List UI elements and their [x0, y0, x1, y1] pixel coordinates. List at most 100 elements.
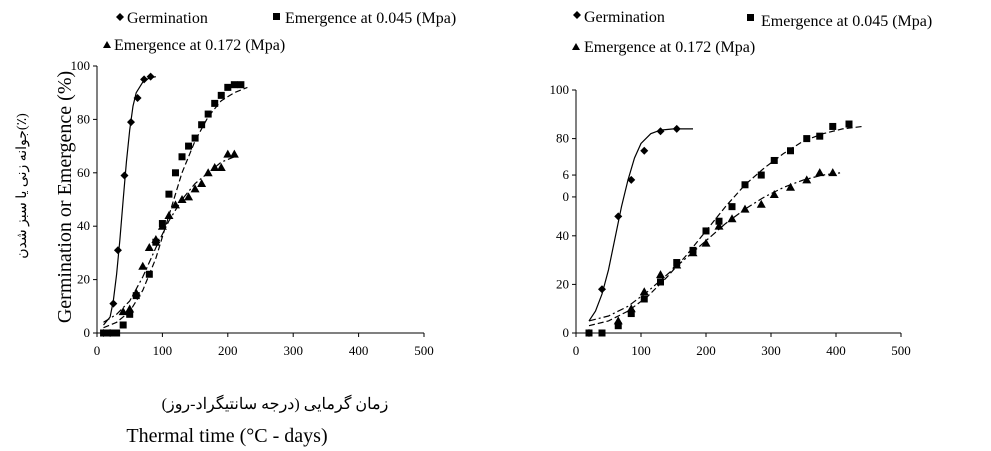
data-point-emergence-at-0-172-mpa — [177, 195, 187, 203]
y-tick-label: 40 — [77, 218, 90, 233]
x-tick-label: 400 — [349, 343, 369, 358]
y-tick-label: 0 — [563, 189, 570, 204]
data-point-germination — [598, 285, 606, 294]
data-point-emergence-at-0-172-mpa — [203, 168, 213, 177]
data-point-emergence-at-0-045-mpa — [598, 329, 606, 337]
legend-label-germination: Germination — [127, 10, 208, 27]
legend-marker-emergence-0045 — [273, 13, 280, 20]
data-point-emergence-at-0-045-mpa — [585, 329, 593, 337]
data-point-emergence-at-0-045-mpa — [728, 203, 736, 211]
x-axis-title: Thermal time (°C - days) — [126, 425, 327, 447]
data-point-emergence-at-0-172-mpa — [828, 168, 838, 177]
y-tick-label: 6 — [563, 167, 570, 182]
legend-marker-emergence-0045 — [747, 14, 754, 21]
x-tick-label: 500 — [891, 343, 911, 358]
data-point-emergence-at-0-172-mpa — [229, 149, 239, 158]
data-point-emergence-at-0-045-mpa — [224, 83, 232, 91]
data-point-emergence-at-0-172-mpa — [216, 162, 226, 171]
data-point-germination — [672, 124, 681, 133]
data-point-emergence-at-0-172-mpa — [688, 248, 698, 257]
legend-label-emergence-0045: Emergence at 0.045 (Mpa) — [761, 13, 932, 30]
x-tick-label: 200 — [696, 343, 716, 358]
legend-marker-germination — [573, 11, 581, 19]
data-point-emergence-at-0-172-mpa — [626, 304, 636, 313]
data-point-emergence-at-0-172-mpa — [740, 204, 750, 213]
fit-line-germination — [588, 128, 693, 322]
data-point-emergence-at-0-045-mpa — [657, 278, 664, 286]
data-point-emergence-at-0-172-mpa — [223, 149, 233, 158]
data-point-germination — [656, 127, 665, 136]
fit-line-emergence-at-0-172-mpa — [588, 172, 843, 322]
fit-line-germination — [103, 76, 157, 326]
x-tick-label: 100 — [631, 343, 651, 358]
data-point-germination — [614, 212, 623, 221]
data-point-emergence-at-0-172-mpa — [802, 175, 812, 184]
y-tick-label: 20 — [556, 276, 569, 291]
data-point-germination — [640, 146, 649, 155]
data-point-emergence-at-0-172-mpa — [138, 261, 148, 270]
data-point-emergence-at-0-045-mpa — [845, 120, 853, 128]
legend-marker-emergence-0172 — [103, 41, 111, 48]
x-tick-label: 100 — [153, 343, 173, 358]
y-tick-label: 20 — [77, 272, 90, 287]
data-point-emergence-at-0-172-mpa — [656, 270, 665, 279]
data-point-emergence-at-0-045-mpa — [191, 134, 199, 142]
data-point-emergence-at-0-172-mpa — [613, 316, 623, 325]
data-point-emergence-at-0-045-mpa — [715, 217, 723, 225]
x-tick-label: 0 — [94, 343, 101, 358]
data-point-emergence-at-0-045-mpa — [829, 122, 837, 130]
data-point-emergence-at-0-172-mpa — [210, 162, 220, 171]
data-point-emergence-at-0-045-mpa — [237, 81, 245, 89]
data-point-emergence-at-0-045-mpa — [113, 329, 121, 337]
y-tick-label: 0 — [563, 325, 570, 340]
data-point-emergence-at-0-045-mpa — [106, 329, 114, 337]
y-tick-label: 60 — [77, 165, 90, 180]
data-point-emergence-at-0-045-mpa — [217, 91, 225, 99]
chart-left: Germination Emergence at 0.045 (Mpa) Eme… — [15, 10, 456, 447]
data-point-germination — [127, 118, 136, 127]
y-tick-label: 40 — [556, 228, 569, 243]
data-point-germination — [109, 299, 118, 308]
data-point-emergence-at-0-172-mpa — [639, 287, 649, 296]
data-point-germination — [627, 175, 636, 184]
data-point-emergence-at-0-172-mpa — [714, 221, 724, 230]
data-point-germination — [113, 246, 122, 255]
data-point-emergence-at-0-045-mpa — [100, 329, 108, 337]
data-point-emergence-at-0-045-mpa — [230, 81, 238, 89]
data-point-emergence-at-0-045-mpa — [198, 121, 206, 129]
data-point-emergence-at-0-172-mpa — [170, 200, 180, 209]
data-point-emergence-at-0-172-mpa — [672, 260, 682, 269]
legend-label-emergence-0172: Emergence at 0.172 (Mpa) — [114, 37, 285, 54]
legend-left: Germination Emergence at 0.045 (Mpa) Eme… — [103, 10, 456, 54]
legend-right: Germination Emergence at 0.045 (Mpa) Eme… — [572, 9, 932, 56]
legend-marker-germination — [116, 13, 124, 21]
data-point-emergence-at-0-045-mpa — [126, 310, 134, 318]
y-tick-label: 100 — [550, 82, 570, 97]
data-point-emergence-at-0-045-mpa — [787, 147, 794, 155]
y-axis-title-persian: جوانه زنی یا سبز شدن(٪) — [15, 113, 30, 259]
data-point-emergence-at-0-045-mpa — [741, 181, 749, 189]
x-axis-title-persian: زمان گرمایی (درجه سانتیگراد-روز) — [162, 394, 389, 413]
data-point-emergence-at-0-045-mpa — [614, 322, 622, 330]
data-point-emergence-at-0-172-mpa — [125, 304, 135, 313]
data-point-emergence-at-0-172-mpa — [190, 184, 200, 193]
x-tick-label: 300 — [761, 343, 781, 358]
x-tick-label: 0 — [573, 343, 580, 358]
y-tick-label: 100 — [71, 58, 91, 73]
y-tick-label: 0 — [84, 325, 91, 340]
data-point-emergence-at-0-172-mpa — [197, 178, 207, 187]
data-point-germination — [120, 171, 129, 180]
legend-label-germination: Germination — [584, 9, 665, 26]
chart-right: Germination Emergence at 0.045 (Mpa) Eme… — [550, 9, 933, 358]
y-tick-label: 80 — [77, 111, 90, 126]
data-point-emergence-at-0-045-mpa — [803, 135, 811, 143]
data-point-germination — [146, 72, 155, 81]
data-point-emergence-at-0-045-mpa — [204, 110, 212, 118]
data-point-emergence-at-0-045-mpa — [640, 295, 648, 303]
y-axis-title: Germination or Emergence (%) — [54, 71, 76, 323]
data-point-emergence-at-0-172-mpa — [786, 182, 795, 191]
data-point-emergence-at-0-172-mpa — [756, 199, 766, 208]
data-point-emergence-at-0-172-mpa — [815, 168, 825, 177]
legend-marker-emergence-0172 — [572, 43, 580, 50]
